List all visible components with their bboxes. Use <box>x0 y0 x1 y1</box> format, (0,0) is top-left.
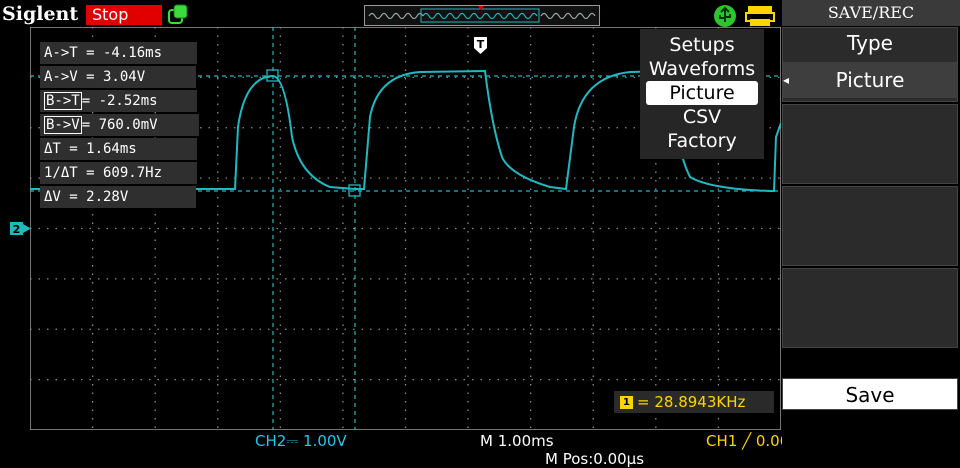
type-menu-button[interactable]: Type ◂ Picture <box>782 27 958 102</box>
save-button[interactable]: Save <box>782 378 958 410</box>
submenu-picture[interactable]: Picture <box>646 81 758 105</box>
ch1-badge-icon: 1 <box>620 396 633 409</box>
delta-time: ΔT = 1.64ms <box>40 138 197 160</box>
memory-position-bar <box>364 5 600 26</box>
cursor-b-marker <box>348 184 361 197</box>
type-label: Type <box>847 31 893 55</box>
menu-slot-3[interactable] <box>782 186 958 266</box>
memory-waveform-preview <box>368 6 596 23</box>
save-type-submenu[interactable]: Setups Waveforms Picture CSV Factory <box>640 29 764 159</box>
timebase-scale[interactable]: M 1.00ms <box>480 432 554 450</box>
delta-voltage: ΔV = 2.28V <box>40 186 196 208</box>
trigger-position-icon: T <box>474 37 487 54</box>
svg-text:2: 2 <box>13 223 21 236</box>
cursor-b-time-label: B->T <box>44 92 82 110</box>
submenu-factory[interactable]: Factory <box>667 130 737 152</box>
menu-title: SAVE/REC <box>782 0 960 26</box>
menu-slot-2[interactable] <box>782 104 958 184</box>
cursor-b-time: B->T = -2.52ms <box>40 90 197 112</box>
type-value-text: Picture <box>835 68 905 92</box>
submenu-waveforms[interactable]: Waveforms <box>648 58 756 80</box>
status-icons <box>712 2 782 32</box>
type-value-arrow-icon: ◂ <box>783 73 790 87</box>
cursor-b-time-value: = -2.52ms <box>81 93 158 109</box>
submenu-setups[interactable]: Setups <box>669 34 735 56</box>
printer-icon <box>745 6 775 26</box>
trigger-status-icon <box>168 4 188 24</box>
memory-position: M Pos:0.00μs <box>545 450 645 468</box>
frequency-value: = 28.8943KHz <box>637 393 746 411</box>
cursor-b-voltage-value: = 760.0mV <box>81 117 158 133</box>
frequency-counter: 1 = 28.8943KHz <box>614 391 774 413</box>
channel-marker-icon[interactable]: 2 <box>9 220 33 238</box>
cursor-a-time: A->T = -4.16ms <box>40 42 197 64</box>
svg-text:T: T <box>477 38 485 51</box>
cursor-a-voltage: A->V = 3.04V <box>40 66 196 88</box>
submenu-csv[interactable]: CSV <box>682 106 722 128</box>
menu-slot-4[interactable] <box>782 268 958 348</box>
cursor-b-voltage-label: B->V <box>44 116 82 134</box>
inverse-delta-time: 1/ΔT = 609.7Hz <box>40 162 197 184</box>
brand-logo: Siglent <box>2 3 79 25</box>
usb-icon <box>714 5 736 27</box>
run-state-badge[interactable]: Stop <box>86 5 162 25</box>
type-value: ◂ Picture <box>783 62 957 98</box>
function-menu: SAVE/REC Type ◂ Picture Save <box>782 0 960 468</box>
cursor-b-voltage: B->V = 760.0mV <box>40 114 199 136</box>
cursor-a-marker <box>266 69 279 82</box>
ch2-scale[interactable]: CH2⎓ 1.00V <box>255 432 347 450</box>
